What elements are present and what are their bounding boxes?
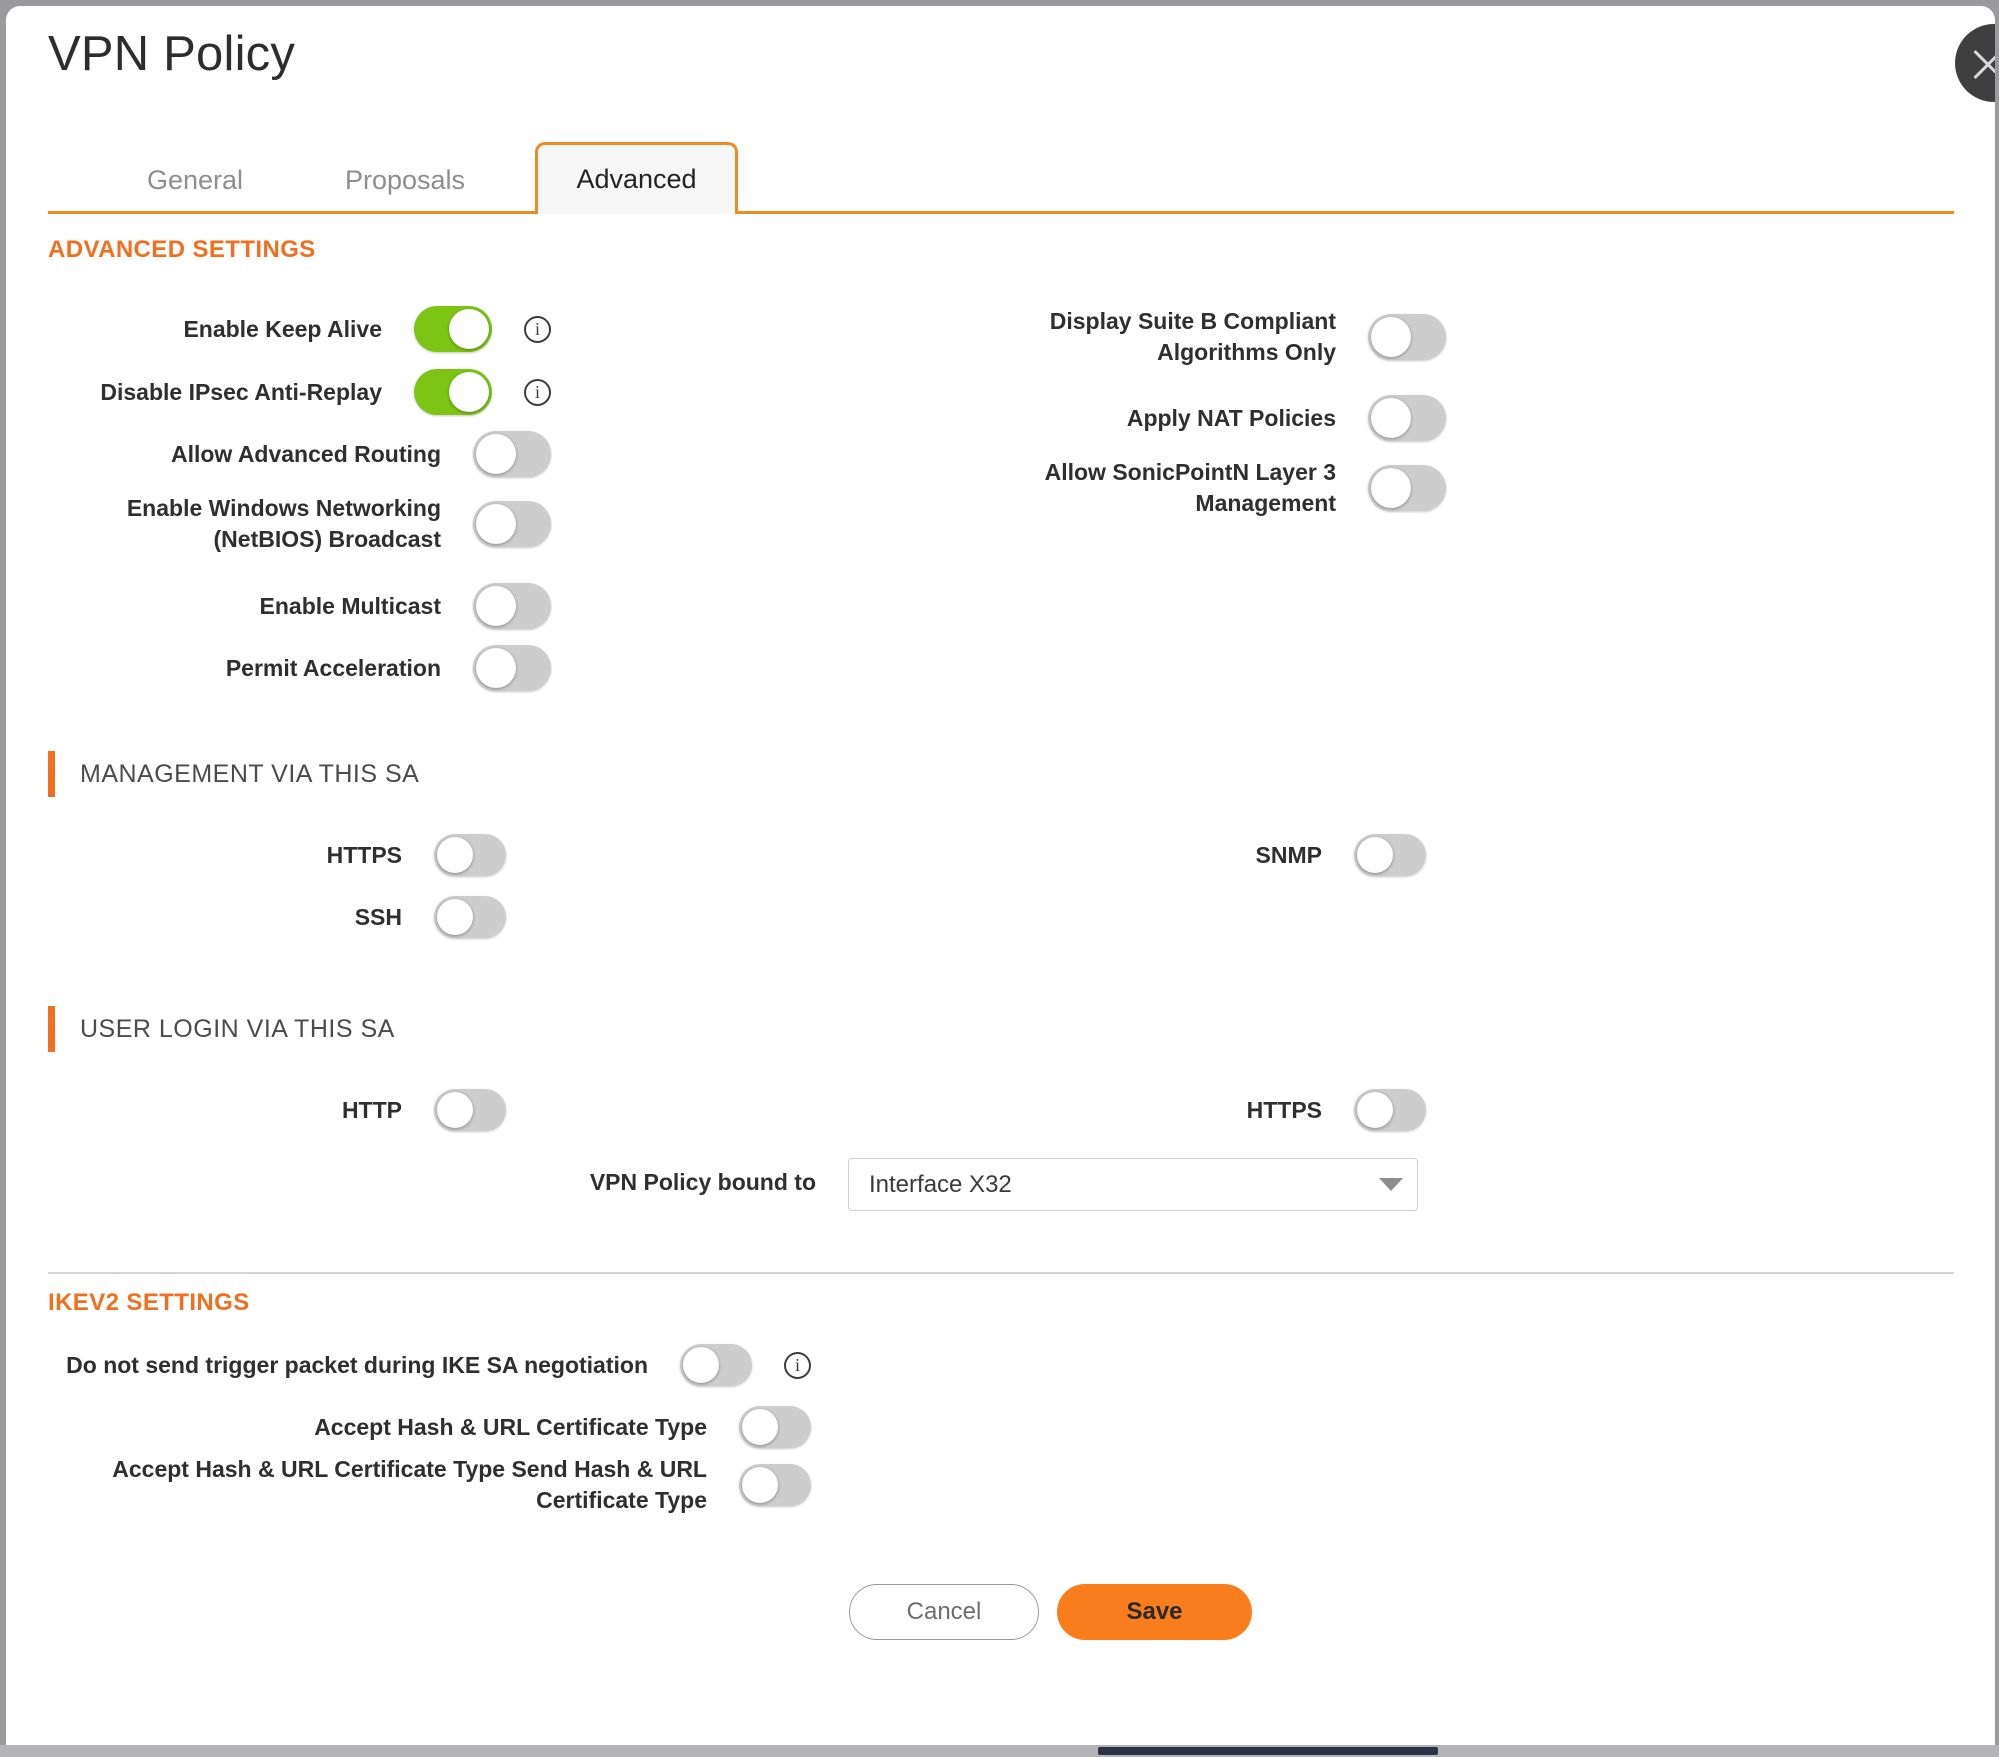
toggle-enable-windows-networking[interactable]: [473, 500, 551, 547]
vpn-policy-bound-to-select[interactable]: Interface X32: [848, 1158, 1418, 1211]
row-user-login-http: HTTP: [206, 1089, 506, 1131]
save-button[interactable]: Save: [1057, 1584, 1252, 1640]
row-allow-advanced-routing: Allow Advanced Routing: [66, 431, 551, 477]
horizontal-scrollbar[interactable]: [0, 1745, 1999, 1757]
label-allow-sonicpointn-layer3: Allow SonicPointN Layer 3 Management: [1044, 459, 1336, 516]
row-no-trigger-packet: Do not send trigger packet during IKE SA…: [66, 1344, 811, 1386]
row-management-snmp: SNMP: [1006, 834, 1426, 876]
toggle-accept-hash-url-cert[interactable]: [739, 1406, 811, 1448]
row-permit-acceleration: Permit Acceleration: [66, 645, 551, 691]
info-icon-disable-ipsec-anti-replay[interactable]: i: [524, 378, 551, 406]
label-accept-hash-url-cert: Accept Hash & URL Certificate Type: [314, 1413, 707, 1440]
advanced-settings-heading: ADVANCED SETTINGS: [48, 236, 316, 263]
toggle-user-login-http[interactable]: [434, 1089, 506, 1131]
tab-bar: General Proposals Advanced: [48, 142, 1954, 214]
label-management-https: HTTPS: [326, 841, 402, 868]
cancel-button[interactable]: Cancel: [849, 1584, 1039, 1640]
tab-proposals[interactable]: Proposals: [344, 164, 466, 195]
row-disable-ipsec-anti-replay: Disable IPsec Anti-Replay i: [66, 369, 551, 415]
info-icon-enable-keep-alive[interactable]: i: [524, 315, 551, 343]
row-management-https: HTTPS: [206, 834, 506, 876]
label-management-ssh: SSH: [354, 903, 402, 930]
toggle-enable-keep-alive[interactable]: [414, 306, 492, 352]
toggle-allow-sonicpointn-layer3[interactable]: [1368, 464, 1446, 511]
toggle-accept-send-hash-url-cert[interactable]: [739, 1463, 811, 1506]
toggle-management-snmp[interactable]: [1354, 834, 1426, 876]
label-enable-windows-networking: Enable Windows Networking (NetBIOS) Broa…: [126, 495, 441, 552]
label-allow-advanced-routing: Allow Advanced Routing: [170, 440, 441, 467]
toggle-permit-acceleration[interactable]: [473, 645, 551, 691]
toggle-disable-ipsec-anti-replay[interactable]: [414, 369, 492, 415]
row-allow-sonicpointn-layer3: Allow SonicPointN Layer 3 Management: [1026, 457, 1446, 518]
row-enable-multicast: Enable Multicast: [66, 583, 551, 629]
label-enable-multicast: Enable Multicast: [259, 592, 441, 619]
label-user-login-http: HTTP: [341, 1096, 402, 1123]
row-display-suite-b: Display Suite B Compliant Algorithms Onl…: [1026, 306, 1446, 367]
label-disable-ipsec-anti-replay: Disable IPsec Anti-Replay: [100, 378, 382, 405]
row-apply-nat-policies: Apply NAT Policies: [1026, 395, 1446, 441]
label-accept-send-hash-url-cert: Accept Hash & URL Certificate Type Send …: [112, 1456, 707, 1513]
toggle-display-suite-b[interactable]: [1368, 313, 1446, 360]
tab-general[interactable]: General: [146, 164, 244, 195]
page-title: VPN Policy: [48, 27, 296, 81]
info-icon-no-trigger-packet[interactable]: i: [784, 1351, 811, 1379]
row-management-ssh: SSH: [206, 896, 506, 938]
label-permit-acceleration: Permit Acceleration: [225, 654, 441, 681]
row-vpn-policy-bound-to: VPN Policy bound to: [406, 1169, 816, 1196]
toggle-management-https[interactable]: [434, 834, 506, 876]
toggle-management-ssh[interactable]: [434, 896, 506, 938]
chevron-down-icon: [1379, 1178, 1403, 1191]
label-enable-keep-alive: Enable Keep Alive: [183, 315, 382, 342]
label-no-trigger-packet: Do not send trigger packet during IKE SA…: [66, 1351, 648, 1378]
label-vpn-policy-bound-to: VPN Policy bound to: [589, 1169, 816, 1195]
label-user-login-https: HTTPS: [1246, 1096, 1322, 1123]
close-icon[interactable]: [1955, 24, 1995, 102]
tab-advanced[interactable]: Advanced: [535, 142, 738, 214]
row-accept-hash-url-cert: Accept Hash & URL Certificate Type: [66, 1406, 811, 1448]
user-login-via-sa-heading: USER LOGIN VIA THIS SA: [48, 1006, 395, 1052]
ikev2-divider: [48, 1272, 1954, 1274]
management-via-sa-heading: MANAGEMENT VIA THIS SA: [48, 751, 419, 797]
scrollbar-thumb[interactable]: [1098, 1747, 1438, 1755]
label-display-suite-b: Display Suite B Compliant Algorithms Onl…: [1049, 308, 1336, 365]
tab-underline: [48, 211, 1954, 214]
row-enable-keep-alive: Enable Keep Alive i: [66, 306, 551, 352]
row-enable-windows-networking: Enable Windows Networking (NetBIOS) Broa…: [66, 493, 551, 554]
row-user-login-https: HTTPS: [1006, 1089, 1426, 1131]
vpn-policy-dialog: VPN Policy General Proposals Advanced AD…: [6, 6, 1995, 1750]
toggle-enable-multicast[interactable]: [473, 583, 551, 629]
toggle-allow-advanced-routing[interactable]: [473, 431, 551, 477]
vpn-policy-bound-to-value: Interface X32: [869, 1170, 1012, 1198]
label-apply-nat-policies: Apply NAT Policies: [1126, 404, 1336, 431]
toggle-user-login-https[interactable]: [1354, 1089, 1426, 1131]
row-accept-send-hash-url-cert: Accept Hash & URL Certificate Type Send …: [66, 1454, 811, 1515]
toggle-no-trigger-packet[interactable]: [680, 1344, 752, 1386]
ikev2-settings-heading: IKEV2 SETTINGS: [48, 1289, 250, 1316]
toggle-apply-nat-policies[interactable]: [1368, 395, 1446, 441]
label-management-snmp: SNMP: [1255, 841, 1322, 868]
